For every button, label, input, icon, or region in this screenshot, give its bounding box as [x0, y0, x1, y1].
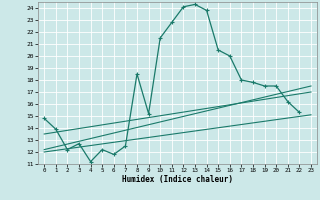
X-axis label: Humidex (Indice chaleur): Humidex (Indice chaleur)	[122, 175, 233, 184]
